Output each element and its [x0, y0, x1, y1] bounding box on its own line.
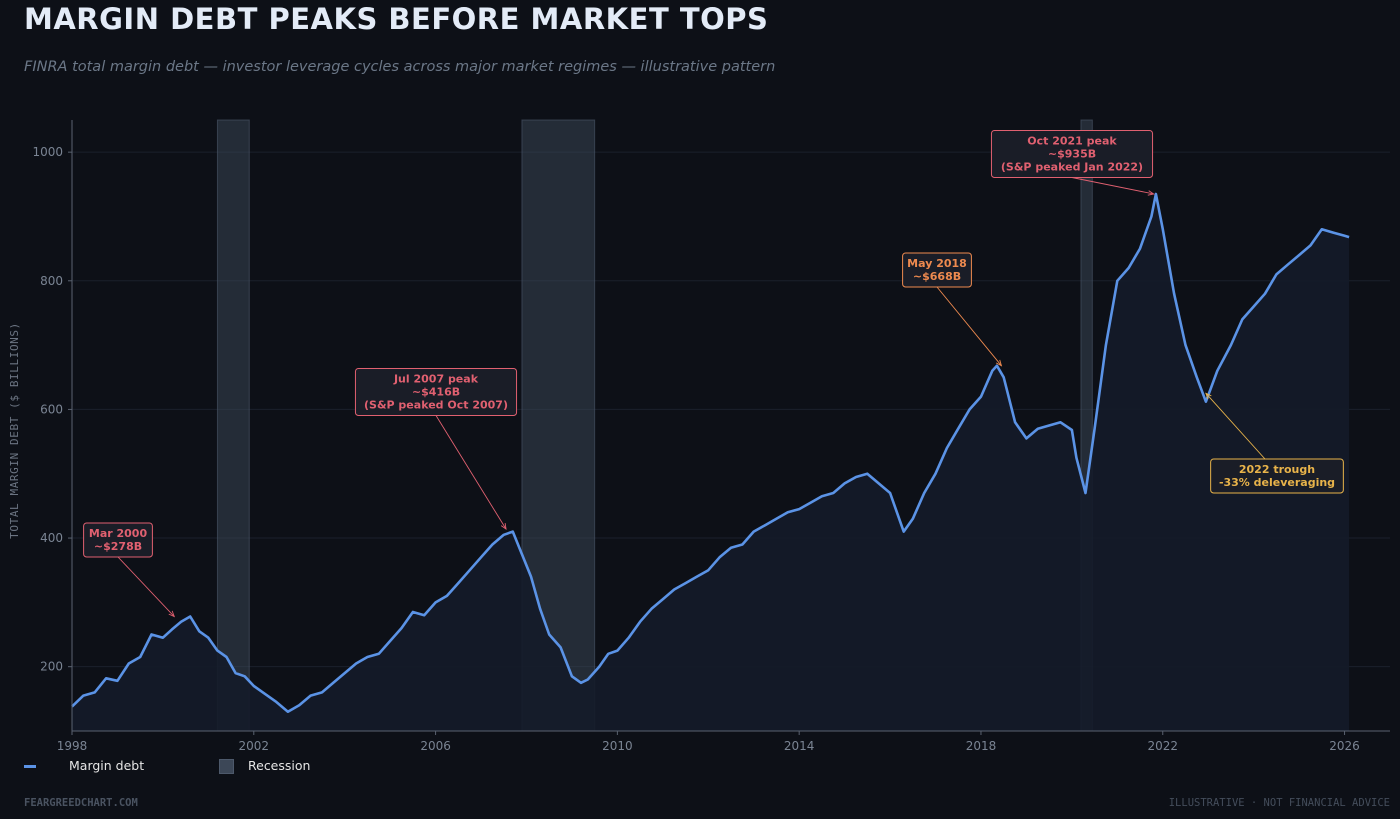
annotation-arrow-5: [1205, 393, 1266, 460]
series-line-margin-debt: [71, 192, 1350, 713]
x-tick-label-1998: 1998: [57, 739, 88, 753]
annotation-text-4-line-1: Oct 2021 peak: [1027, 135, 1117, 148]
recession-band-1: [216, 119, 250, 732]
y-tick-label-800: 800: [40, 274, 63, 288]
annotation-text-4-line-2: ~$935B: [1048, 148, 1096, 161]
annotation-arrow-3: [936, 286, 1002, 366]
annotation-text-4-line-3: (S&P peaked Jan 2022): [1001, 161, 1143, 174]
annotation-text-2-line-2: ~$416B: [412, 386, 460, 399]
footer-disclaimer: ILLUSTRATIVE · NOT FINANCIAL ADVICE: [1168, 797, 1390, 809]
legend-label-recession: Recession: [248, 758, 311, 773]
annotation-arrow-4: [1071, 177, 1154, 195]
legend-label-margin-debt: Margin debt: [69, 758, 145, 773]
y-tick-label-1000: 1000: [32, 145, 63, 159]
annotation-arrowhead-5: [1205, 392, 1212, 400]
annotation-box-4: [990, 130, 1154, 178]
annotation-text-1-line-2: ~$278B: [94, 540, 142, 553]
annotation-box-2: [354, 368, 518, 416]
annotation-arrowhead-3: [995, 359, 1003, 367]
chart-title: MARGIN DEBT PEAKS BEFORE MARKET TOPS: [24, 2, 769, 36]
annotation-arrowhead-1: [168, 610, 176, 618]
x-tick-label-2010: 2010: [602, 739, 633, 753]
annotation-arrow-1: [117, 556, 175, 617]
annotation-box-1: [83, 522, 153, 558]
annotation-text-2-line-1: Jul 2007 peak: [393, 373, 479, 386]
annotation-text-5-line-2: -33% deleveraging: [1219, 476, 1335, 489]
x-tick-label-2002: 2002: [239, 739, 270, 753]
annotation-box-5: [1210, 458, 1344, 494]
x-tick-label-2014: 2014: [784, 739, 815, 753]
annotation-text-3-line-2: ~$668B: [913, 270, 961, 283]
legend-line-swatch: [24, 765, 36, 768]
series-area-margin-debt: [72, 194, 1350, 731]
x-tick-label-2026: 2026: [1329, 739, 1360, 753]
legend-recession-swatch: [219, 759, 234, 774]
x-tick-label-2006: 2006: [420, 739, 451, 753]
chart-subtitle: FINRA total margin debt — investor lever…: [24, 59, 776, 75]
footer-brand: FEARGREEDCHART.COM: [24, 797, 138, 809]
annotation-text-1-line-1: Mar 2000: [89, 527, 148, 540]
y-axis-label: TOTAL MARGIN DEBT ($ BILLIONS): [8, 322, 21, 539]
annotation-text-3-line-1: May 2018: [907, 257, 967, 270]
annotation-arrowhead-4: [1147, 190, 1155, 196]
y-tick-label-600: 600: [40, 402, 63, 416]
annotation-box-3: [902, 252, 972, 288]
annotation-text-2-line-3: (S&P peaked Oct 2007): [364, 399, 508, 412]
x-tick-label-2018: 2018: [966, 739, 997, 753]
annotation-text-5-line-1: 2022 trough: [1239, 463, 1315, 476]
y-tick-label-400: 400: [40, 531, 63, 545]
x-tick-label-2022: 2022: [1147, 739, 1178, 753]
annotation-arrow-2: [435, 415, 507, 530]
y-tick-label-200: 200: [40, 660, 63, 674]
annotation-arrowhead-2: [500, 523, 507, 531]
